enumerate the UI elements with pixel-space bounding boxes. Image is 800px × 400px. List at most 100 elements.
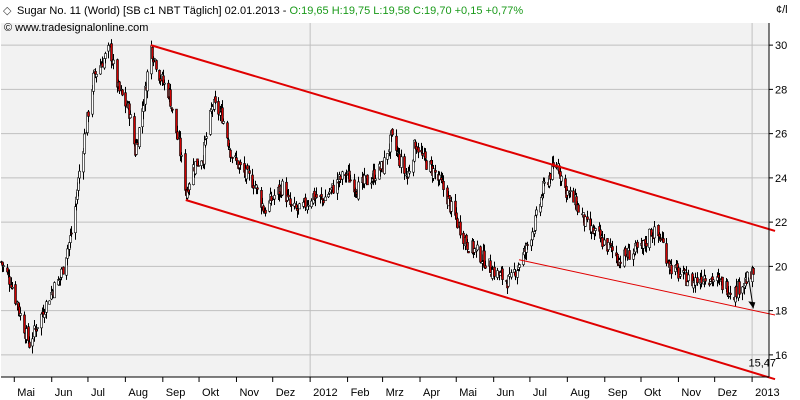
x-tick-label: 2013 [755, 387, 779, 399]
candle-body [484, 265, 487, 269]
candle-body [341, 171, 344, 180]
candle-body [27, 326, 30, 341]
candle-body [246, 165, 249, 170]
candle-body [235, 157, 238, 162]
candle-body [74, 206, 77, 234]
candle-body [510, 272, 513, 278]
x-tick-label: Mrz [386, 387, 404, 399]
y-tick-label: 26 [775, 129, 787, 141]
candle-body [357, 181, 360, 200]
arrow-head-icon [748, 301, 756, 309]
candle-body [704, 278, 707, 282]
candle-body [28, 341, 31, 348]
unit-label: ¢/l [776, 4, 788, 16]
candle-body [366, 174, 369, 186]
candle-body [718, 278, 721, 280]
candle-body [395, 135, 398, 151]
candle-body [200, 160, 203, 166]
candle-body [287, 194, 290, 198]
gridlines [1, 23, 769, 377]
candle-body [542, 181, 545, 194]
x-tick-label: Sep [608, 387, 628, 399]
candle-body [87, 111, 90, 117]
candle-body [315, 194, 318, 198]
candle-body [665, 243, 668, 264]
candle-body [442, 181, 445, 190]
x-tick-label: Jun [497, 387, 515, 399]
candle-body [353, 179, 356, 193]
candle-body [184, 153, 187, 191]
candle-body [569, 190, 572, 192]
support-line [518, 259, 776, 316]
y-tick-label: 18 [775, 306, 787, 318]
candle-body [609, 242, 612, 246]
candle-body [2, 265, 5, 267]
candle-body [101, 62, 104, 68]
x-tick-label: Sep [166, 387, 186, 399]
candle-body [320, 194, 323, 197]
y-tick-label: 20 [775, 261, 787, 273]
candle-body [709, 281, 712, 285]
candle-body [226, 122, 229, 139]
candle-body [31, 338, 34, 347]
y-tick-label: 22 [775, 217, 787, 229]
candle-body [144, 85, 147, 105]
candle-body [194, 161, 197, 175]
x-axis: Mai Jun Jul Aug Sep Okt Nov Dez 2012 Feb Mrz Apr Mai… [1, 376, 780, 399]
candle-body [721, 276, 724, 291]
candle-body [448, 195, 451, 200]
candle-body [516, 270, 519, 278]
chart-header: ◇ Sugar No. 11 (World) [SB c1 NBT Täglic… [3, 4, 788, 34]
candle-body [363, 174, 366, 185]
candle-body [624, 248, 627, 257]
x-tick-label: Feb [351, 387, 370, 399]
source-text: © www.tradesignalonline.com [4, 22, 148, 34]
candle-body [741, 286, 744, 294]
candle-body [8, 276, 11, 285]
candle-body [648, 228, 651, 248]
candle-body [256, 187, 259, 190]
candle-body [413, 139, 416, 162]
candle-body [607, 242, 610, 250]
candle-body [400, 156, 403, 168]
candle-body [129, 114, 132, 119]
candle-body [712, 279, 715, 282]
candle-body [533, 231, 536, 235]
candle-body [535, 209, 538, 216]
candle-body [374, 178, 377, 181]
instrument-title: Sugar No. 11 (World) [SB c1 NBT Täglich]… [17, 5, 290, 17]
candle-body [543, 181, 546, 184]
candle-body [534, 215, 537, 231]
candle-body [231, 157, 234, 159]
collapse-diamond-icon[interactable]: ◇ [3, 5, 12, 17]
candle-body [48, 300, 51, 305]
candle-body [310, 200, 313, 207]
x-tick-label: Nov [239, 387, 259, 399]
candle-body [78, 170, 81, 179]
candle-body [467, 251, 470, 254]
y-tick-label: 16 [775, 350, 787, 362]
price-candles [0, 39, 755, 354]
candle-body [188, 183, 191, 191]
candle-body [603, 239, 606, 246]
candle-body [645, 242, 648, 247]
x-tick-label: Okt [644, 387, 661, 399]
candle-body [345, 173, 348, 176]
candle-body [171, 108, 174, 111]
candle-body [370, 182, 373, 185]
candle-body [354, 189, 357, 191]
x-tick-label: Dez [718, 387, 738, 399]
candle-body [222, 121, 225, 124]
candle-body [459, 221, 462, 236]
trendlines [150, 44, 776, 381]
candle-body [155, 60, 158, 70]
candle-body [159, 78, 162, 82]
candle-body [23, 314, 26, 334]
candle-body [450, 201, 453, 212]
candle-body [479, 246, 482, 263]
candle-body [214, 96, 217, 103]
candle-body [686, 281, 689, 287]
plot-area [1, 23, 769, 377]
candle-body [40, 313, 43, 329]
candle-body [94, 71, 97, 75]
